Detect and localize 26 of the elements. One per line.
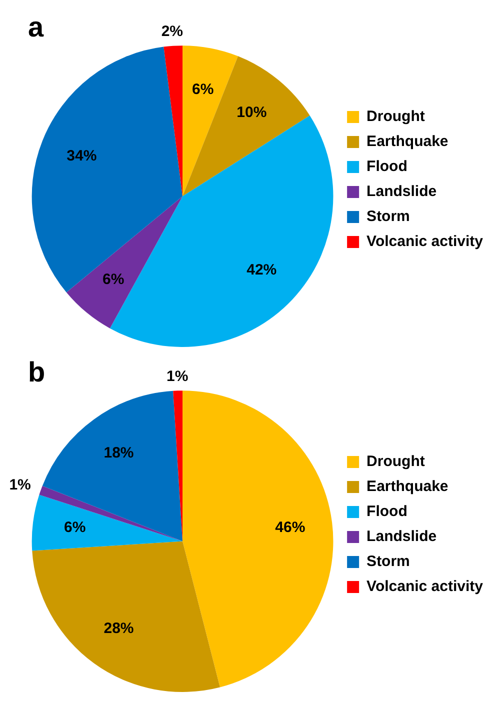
data-label: 6% <box>102 271 124 288</box>
legend-label: Storm <box>366 553 410 570</box>
legend-label: Earthquake <box>366 478 448 496</box>
data-label: 1% <box>9 476 31 494</box>
data-label: 1% <box>166 368 188 385</box>
data-label: 10% <box>236 104 267 121</box>
data-label: 18% <box>104 444 134 462</box>
legend-label: Volcanic activity <box>366 233 484 250</box>
legend-label: Earthquake <box>366 133 448 150</box>
legend-label: Drought <box>366 453 425 470</box>
legend-label: Landslide <box>366 183 437 200</box>
chart-title: a <box>28 12 44 43</box>
data-label: 28% <box>104 620 134 638</box>
data-label: 46% <box>275 518 306 536</box>
legend-label: Flood <box>366 158 408 176</box>
data-label: 42% <box>246 262 277 279</box>
data-label: 2% <box>161 23 184 40</box>
legend-label: Drought <box>366 108 425 126</box>
chart-title: b <box>28 356 46 388</box>
data-label: 6% <box>64 518 86 536</box>
data-label: 34% <box>66 148 97 164</box>
legend-label: Landslide <box>366 528 437 546</box>
legend-label: Flood <box>366 503 408 520</box>
legend-label: Storm <box>366 208 410 226</box>
legend-label: Volcanic activity <box>366 578 484 596</box>
data-label: 6% <box>192 80 214 98</box>
